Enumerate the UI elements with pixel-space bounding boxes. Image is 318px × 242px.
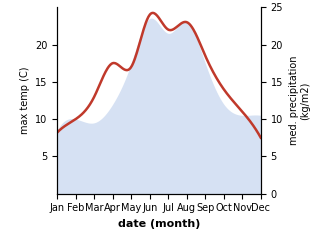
X-axis label: date (month): date (month) xyxy=(118,219,200,229)
Y-axis label: max temp (C): max temp (C) xyxy=(20,67,30,134)
Y-axis label: med. precipitation
(kg/m2): med. precipitation (kg/m2) xyxy=(288,56,310,145)
